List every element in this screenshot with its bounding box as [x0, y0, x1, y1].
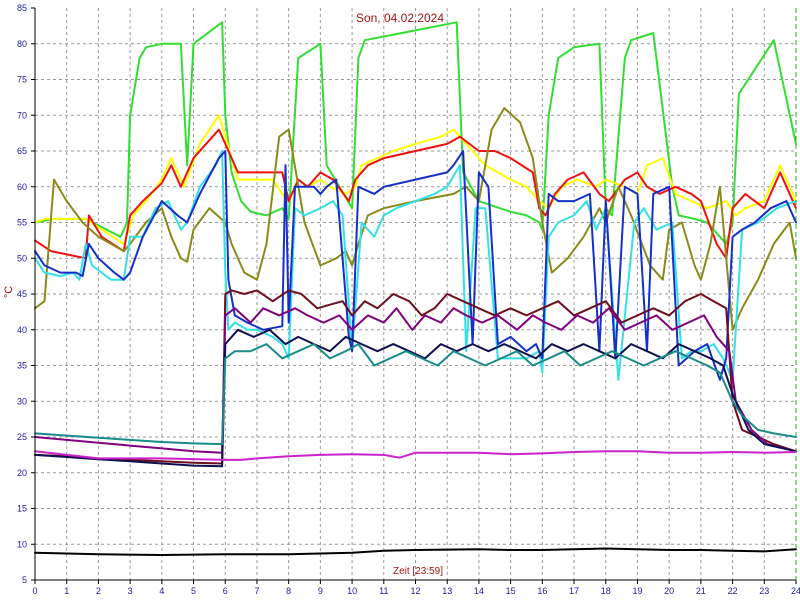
x-tick-label: 22 — [728, 586, 738, 596]
series-group — [34, 21, 797, 556]
tick-labels: 0 1 2 3 4 5 6 7 8 9 10 11 12 13 14 15 16 17 18 19 20 21 22 23 24… — [17, 3, 800, 596]
y-tick-label: 85 — [17, 3, 27, 13]
y-tick-label: 15 — [17, 504, 27, 514]
x-tick-label: 17 — [569, 586, 579, 596]
chart-title: Son, 04.02.2024 — [356, 11, 444, 25]
y-tick-label: 30 — [17, 396, 27, 406]
x-tick-label: 12 — [410, 586, 420, 596]
grid — [35, 8, 796, 580]
y-tick-label: 60 — [17, 182, 27, 192]
x-tick-label: 2 — [96, 586, 101, 596]
y-tick-label: 35 — [17, 361, 27, 371]
y-tick-label: 40 — [17, 325, 27, 335]
series-line — [34, 107, 797, 331]
y-axis-label: °C — [3, 286, 15, 298]
x-tick-label: 6 — [223, 586, 228, 596]
x-tick-label: 0 — [32, 586, 37, 596]
y-tick-label: 50 — [17, 253, 27, 263]
y-tick-label: 65 — [17, 146, 27, 156]
x-tick-label: 7 — [254, 586, 259, 596]
y-tick-label: 80 — [17, 39, 27, 49]
x-tick-label: 1 — [64, 586, 69, 596]
x-tick-label: 19 — [632, 586, 642, 596]
y-tick-label: 70 — [17, 110, 27, 120]
x-tick-label: 11 — [379, 586, 388, 596]
x-tick-label: 10 — [347, 586, 357, 596]
x-tick-label: 24 — [791, 586, 800, 596]
x-tick-label: 5 — [191, 586, 196, 596]
series-line — [34, 128, 797, 260]
series-line — [34, 450, 797, 461]
x-tick-label: 23 — [759, 586, 769, 596]
series-line — [34, 343, 797, 446]
x-tick-label: 9 — [318, 586, 323, 596]
series-line — [34, 289, 797, 465]
x-tick-label: 13 — [442, 586, 452, 596]
y-tick-label: 55 — [17, 218, 27, 228]
series-line — [34, 21, 797, 245]
x-tick-label: 14 — [474, 586, 484, 596]
y-tick-label: 20 — [17, 468, 27, 478]
x-tick-label: 8 — [286, 586, 291, 596]
y-tick-label: 10 — [17, 539, 27, 549]
series-line — [34, 547, 797, 556]
y-tick-label: 45 — [17, 289, 27, 299]
x-axis-label: Zeit [23:59] — [393, 566, 443, 577]
x-tick-label: 3 — [128, 586, 133, 596]
series-line — [34, 114, 797, 245]
x-tick-label: 15 — [506, 586, 516, 596]
axes — [31, 7, 797, 584]
x-tick-label: 20 — [664, 586, 674, 596]
series-line — [34, 150, 797, 381]
y-tick-label: 5 — [22, 575, 27, 585]
series-line — [34, 328, 797, 468]
x-tick-label: 21 — [696, 586, 706, 596]
x-tick-label: 4 — [159, 586, 164, 596]
y-tick-label: 75 — [17, 75, 27, 85]
x-tick-label: 18 — [601, 586, 611, 596]
x-tick-label: 16 — [537, 586, 547, 596]
series-line — [34, 307, 797, 454]
y-tick-label: 25 — [17, 432, 27, 442]
